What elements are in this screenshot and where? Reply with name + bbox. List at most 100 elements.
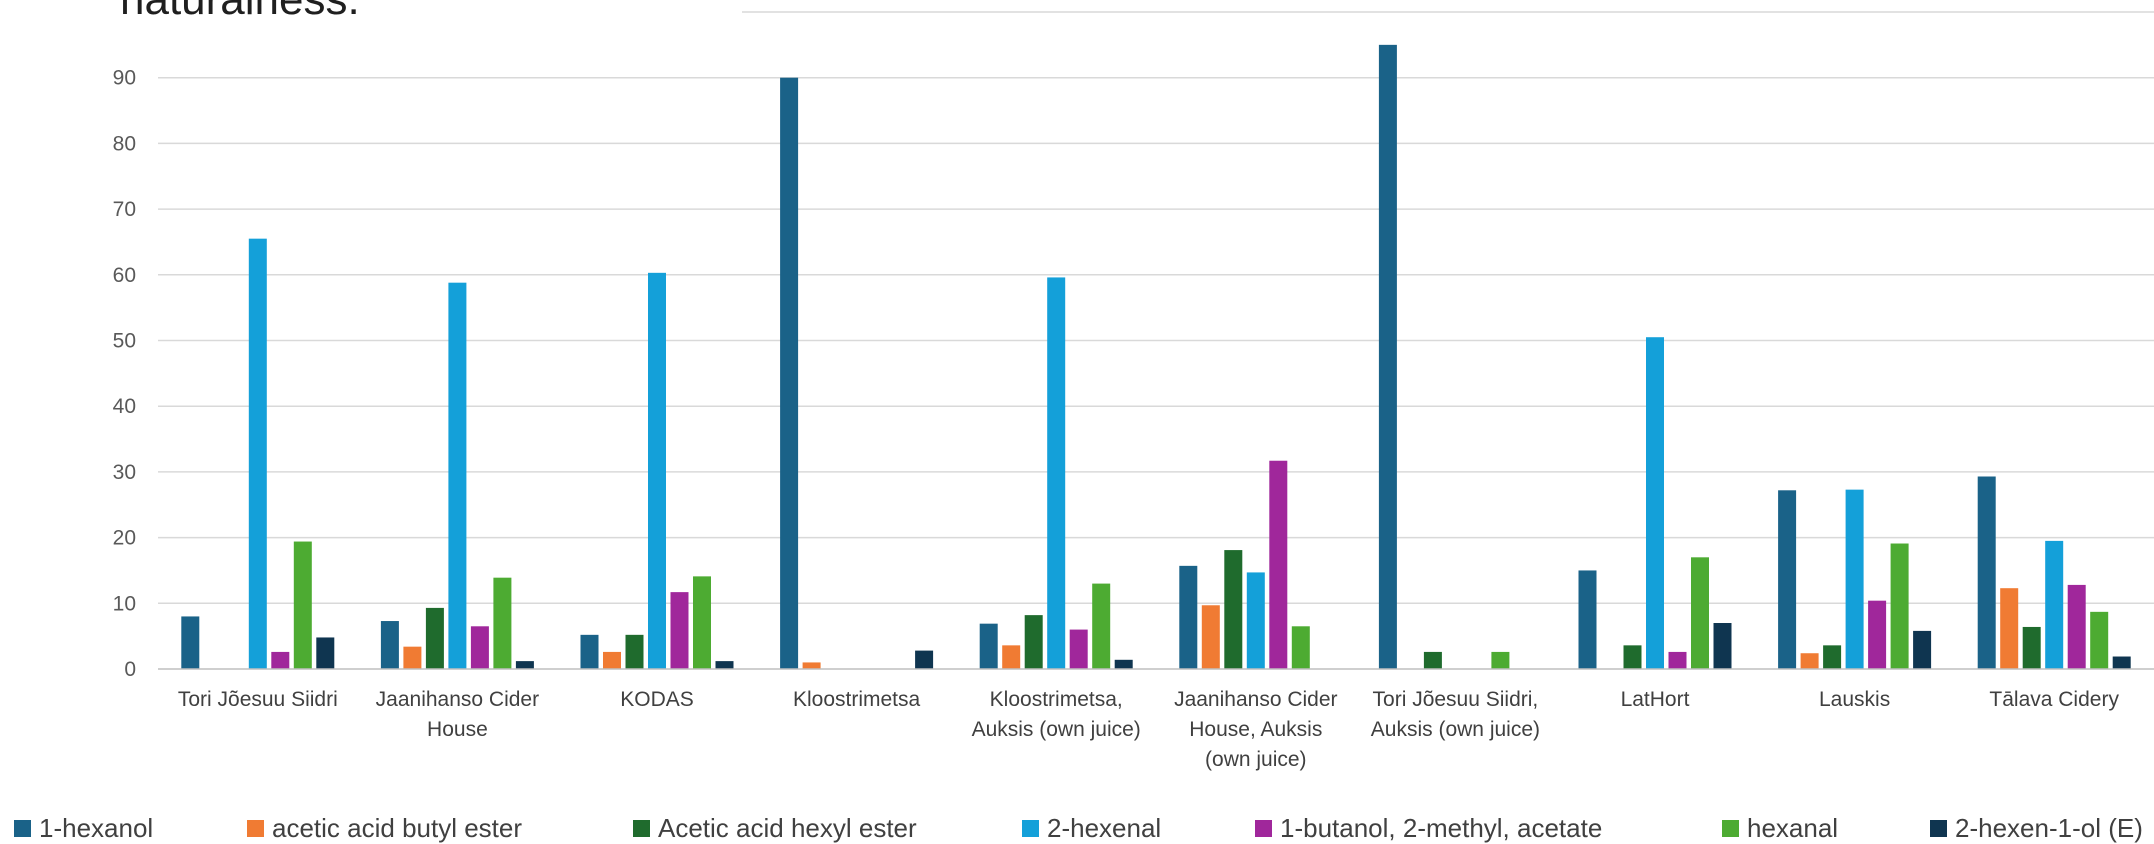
bar [693,576,711,669]
bar [1668,651,1687,669]
x-tick-label: Kloostrimetsa [793,688,921,711]
bar [1646,337,1664,669]
bar [1913,630,1932,669]
bar [802,662,821,669]
legend-swatch [1255,820,1272,837]
bar [1845,489,1864,669]
bar [603,651,621,669]
bar [1691,557,1709,669]
bar [380,621,399,669]
bar [2022,626,2041,669]
bar [915,650,934,669]
y-tick-label: 50 [113,330,136,353]
bar [2000,588,2019,669]
bar [515,661,534,669]
bar [1713,623,1732,669]
bar [1890,543,1909,669]
legend-swatch [14,820,31,837]
y-tick-label: 60 [113,264,136,287]
bar [2112,656,2131,669]
bar [448,282,467,669]
y-tick-label: 80 [113,132,136,155]
x-tick-label: Jaanihanso Cider [1174,688,1337,711]
bar [780,77,799,669]
x-tick-label: Tori Jõesuu Siidri, [1373,688,1539,711]
legend-label: 1-hexanol [39,813,153,843]
bar [625,634,644,669]
legend-swatch [1930,820,1947,837]
y-tick-label: 40 [113,395,136,418]
legend-label: hexanal [1747,813,1838,843]
y-tick-label: 90 [113,67,136,90]
y-tick-label: 30 [113,461,136,484]
bar [1578,570,1597,669]
bar [316,637,335,669]
x-tick-label: Kloostrimetsa, [990,688,1123,711]
y-tick-label: 10 [113,592,136,615]
y-tick-label: 70 [113,198,136,221]
y-axis-tick-labels: 0102030405060708090100 [101,1,136,681]
bar [1024,615,1043,669]
legend-swatch [633,820,650,837]
bar [670,592,689,669]
gridlines [158,11,2154,605]
bar [1291,626,1310,669]
bar [2067,584,2086,669]
bar [1823,645,1842,669]
legend-swatch [247,820,264,837]
bar [1623,645,1642,669]
legend: 1-hexanol acetic acid butyl ester Acetic a… [14,813,2143,843]
legend-swatch [1722,820,1739,837]
bar [181,616,200,669]
x-tick-label: Tori Jõesuu Siidri [178,688,338,711]
x-tick-label: Auksis (own juice) [1371,718,1540,741]
bar [1224,550,1243,669]
bar [248,238,267,670]
x-axis-category-labels: Tori Jõesuu Siidri Jaanihanso Cider House K… [178,688,2120,771]
bar [293,541,312,669]
x-tick-label: KODAS [620,688,694,711]
bar [493,577,512,669]
legend-label: acetic acid butyl ester [272,813,522,843]
bar [1201,605,1220,669]
bar [715,661,734,669]
x-tick-label: Auksis (own juice) [972,718,1141,741]
bar [1179,565,1198,669]
legend-label: Acetic acid hexyl ester [658,813,917,843]
bar [1246,572,1265,669]
bar [470,626,489,669]
caption-fragment: naturalness. [120,0,360,22]
x-tick-label: House [427,718,488,741]
x-tick-label: Lauskis [1819,688,1890,711]
bar [271,651,290,669]
bar [1269,460,1288,669]
legend-label: 2-hexenal [1047,813,1161,843]
bar [979,623,998,669]
x-tick-label: Tālava Cidery [1989,688,2119,711]
caption-panel: naturalness. [0,0,742,30]
x-tick-label: LatHort [1621,688,1690,711]
y-tick-label: 20 [113,527,136,550]
bar [2045,540,2064,669]
legend-swatch [1022,820,1039,837]
bar [1868,600,1887,669]
legend-label: 1-butanol, 2-methyl, acetate [1280,813,1602,843]
bar [1800,653,1819,669]
bar [2090,611,2109,669]
bar [1002,645,1021,669]
bar [425,607,444,669]
bar [1047,277,1066,669]
x-tick-label: (own juice) [1205,748,1307,771]
bar [580,634,599,669]
y-tick-label: 0 [124,658,136,681]
bars [181,44,2131,670]
bar [1069,629,1088,669]
legend-label: 2-hexen-1-ol (E) [1955,813,2143,843]
bar [1778,490,1797,669]
bar [1977,476,1996,669]
bar [1423,651,1442,669]
bar [1092,583,1111,669]
bar [1114,659,1133,669]
bar [1378,44,1397,670]
